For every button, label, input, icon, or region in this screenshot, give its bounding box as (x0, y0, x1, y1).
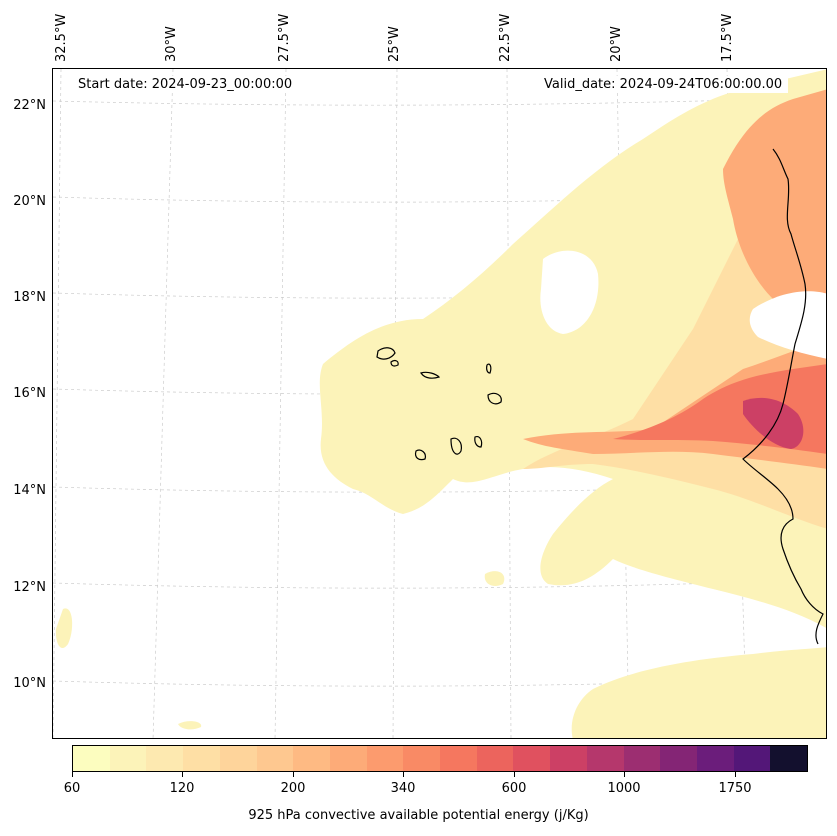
colorbar-segment-5 (256, 746, 294, 771)
cape-region-high (743, 397, 804, 449)
lon-label-32-5w: 32.5°W (54, 13, 69, 62)
colorbar-segment-6 (293, 746, 330, 771)
cape-verde-santiago (450, 437, 462, 455)
colorbar-segment-4 (219, 746, 257, 771)
lat-label-20n: 20°N (13, 194, 46, 209)
colorbar-segment-1 (109, 746, 147, 771)
colorbar-segment-11 (476, 746, 514, 771)
colorbar-tick-120 (182, 772, 183, 777)
colorbar (72, 745, 808, 772)
lat-label-22n: 22°N (13, 98, 46, 113)
cape-contours (55, 69, 826, 738)
lat-label-12n: 12°N (13, 580, 46, 595)
africa-coastline (742, 148, 824, 645)
cape-verde-sao-nicolau (420, 371, 441, 379)
colorbar-segment-10 (440, 746, 477, 771)
colorbar-segment-8 (366, 746, 404, 771)
lat-label-16n: 16°N (13, 386, 46, 401)
colorbar-segment-18 (733, 746, 771, 771)
cape-verde-sal (486, 363, 492, 374)
cape-verde-sao-vicente (390, 359, 399, 367)
colorbar-label-60: 60 (63, 781, 81, 796)
colorbar-tick-600 (514, 772, 515, 777)
cape-verde-maio (474, 436, 483, 448)
lon-label-30w: 30°W (164, 26, 179, 62)
colorbar-tick-60 (72, 772, 73, 777)
colorbar-segment-15 (623, 746, 661, 771)
colorbar-segment-14 (586, 746, 624, 771)
cape-island-blob-3 (484, 571, 505, 586)
colorbar-segment-9 (403, 746, 441, 771)
colorbar-tick-340 (403, 772, 404, 777)
cape-verde-fogo (414, 449, 426, 461)
colorbar-segment-17 (696, 746, 734, 771)
lat-label-10n: 10°N (13, 676, 46, 691)
lon-label-17-5w: 17.5°W (720, 13, 735, 62)
valid-date-label: Valid_date: 2024-09-24T06:00:00.00 (538, 76, 789, 93)
colorbar-segment-12 (513, 746, 551, 771)
colorbar-label-600: 600 (501, 781, 527, 796)
colorbar-segment-7 (329, 746, 367, 771)
colorbar-label-200: 200 (280, 781, 306, 796)
lat-label-18n: 18°N (13, 290, 46, 305)
colorbar-segment-3 (183, 746, 220, 771)
cape-region-low-south (571, 647, 826, 738)
start-date-label: Start date: 2024-09-23_00:00:00 (72, 76, 299, 93)
colorbar-segment-2 (146, 746, 184, 771)
lon-label-25w: 25°W (387, 26, 402, 62)
lat-label-14n: 14°N (13, 483, 46, 498)
colorbar-label-340: 340 (390, 781, 416, 796)
cape-region-coast-strip (723, 89, 826, 328)
colorbar-label-1000: 1000 (607, 781, 641, 796)
cape-verde-santo-antao (376, 347, 396, 360)
colorbar-tick-1750 (735, 772, 736, 777)
graticule (53, 69, 826, 738)
lon-label-27-5w: 27.5°W (277, 13, 292, 62)
lon-label-22-5w: 22.5°W (498, 13, 513, 62)
colorbar-segment-13 (550, 746, 587, 771)
cape-gap-east (749, 291, 826, 359)
colorbar-title: 925 hPa convective available potential e… (248, 808, 589, 823)
colorbar-label-1750: 1750 (718, 781, 752, 796)
cape-gap-north (540, 250, 599, 334)
colorbar-tick-1000 (624, 772, 625, 777)
coastlines (376, 148, 824, 645)
cape-region-low (319, 69, 826, 628)
colorbar-segment-19 (770, 746, 808, 771)
cape-verde-boa-vista (487, 392, 502, 405)
lon-label-20w: 20°W (609, 26, 624, 62)
colorbar-segment-0 (73, 746, 110, 771)
cape-island-blob-2 (178, 721, 202, 730)
cape-field-map (53, 69, 826, 738)
map-panel[interactable] (52, 68, 827, 739)
colorbar-segment-16 (660, 746, 697, 771)
colorbar-tick-200 (293, 772, 294, 777)
colorbar-label-120: 120 (169, 781, 195, 796)
cape-island-blob-1 (55, 608, 73, 649)
